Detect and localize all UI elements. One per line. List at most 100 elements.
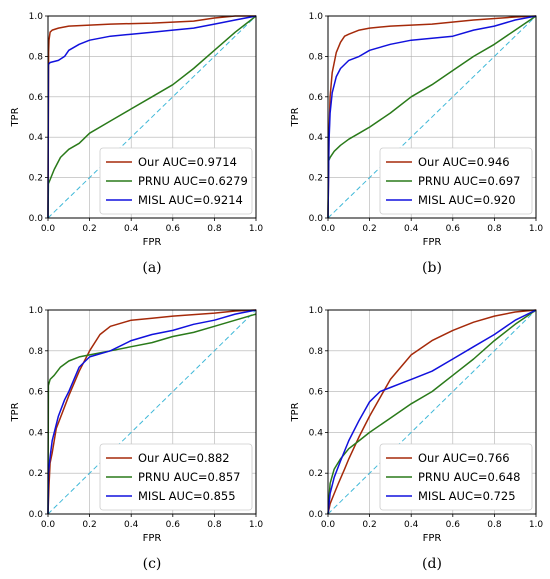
y-tick-label: 0.8 (309, 347, 324, 357)
legend-box (99, 443, 253, 511)
legend-box (379, 443, 533, 511)
y-tick-label: 1.0 (29, 306, 44, 316)
plot-frame (47, 15, 257, 219)
roc-curve-1 (327, 309, 537, 515)
y-tick-label: 1.0 (309, 306, 324, 316)
plot-frame (327, 15, 537, 219)
x-tick-label: 0.6 (446, 520, 461, 530)
legend: Our AUC=0.766 PRNU AUC=0.648 MISL AUC=0.72… (379, 443, 533, 511)
y-tick-label: 0.0 (309, 214, 324, 224)
legend-box (379, 147, 533, 215)
subfigure-caption: (d) (422, 556, 442, 572)
x-axis-label: FPR (423, 237, 442, 248)
y-tick-label: 0.8 (29, 347, 44, 357)
legend: Our AUC=0.946 PRNU AUC=0.697 MISL AUC=0.92… (379, 147, 533, 215)
x-tick-label: 0.8 (487, 520, 502, 530)
legend: Our AUC=0.882 PRNU AUC=0.857 MISL AUC=0.85… (99, 443, 253, 511)
y-axis-label: TPR (10, 402, 21, 422)
y-tick-label: 0.0 (309, 510, 324, 520)
y-tick-label: 0.2 (29, 469, 43, 479)
roc-curve-3 (47, 309, 257, 515)
legend-label: PRNU AUC=0.857 (138, 470, 240, 484)
y-tick-label: 0.2 (309, 174, 323, 184)
x-tick-label: 0.8 (207, 224, 222, 234)
chance-diagonal-line (327, 309, 537, 515)
subfigure-caption: (c) (143, 556, 162, 572)
y-tick-label: 0.4 (29, 133, 44, 143)
legend-label: MISL AUC=0.920 (418, 193, 516, 207)
y-tick-label: 0.0 (29, 510, 44, 520)
roc-curve-3 (47, 15, 257, 219)
roc-curve-2 (327, 15, 537, 219)
y-axis-label: TPR (290, 107, 301, 127)
y-tick-label: 0.0 (29, 214, 44, 224)
x-axis-label: FPR (423, 533, 442, 544)
chance-diagonal-line (327, 15, 537, 219)
legend-label: PRNU AUC=0.648 (418, 470, 520, 484)
x-axis-label: FPR (143, 533, 162, 544)
x-tick-label: 1.0 (529, 224, 544, 234)
roc-curve-2 (47, 15, 257, 219)
y-tick-label: 0.6 (309, 388, 324, 398)
x-tick-label: 0.8 (487, 224, 502, 234)
x-tick-label: 0.0 (321, 520, 336, 530)
x-tick-label: 0.6 (446, 224, 461, 234)
x-tick-label: 0.4 (404, 520, 419, 530)
legend-label: PRNU AUC=0.6279 (138, 174, 248, 188)
x-tick-label: 1.0 (249, 224, 264, 234)
subplot-a: 0.0 0.2 0.4 0.6 0.8 1.0 0.0 0.2 0.4 0.6 0.8 1.0 FPR T… (10, 12, 263, 276)
roc-curve-2 (47, 313, 257, 515)
plot-frame (327, 309, 537, 515)
x-tick-label: 1.0 (249, 520, 264, 530)
y-axis-label: TPR (290, 402, 301, 422)
legend-label: Our AUC=0.882 (138, 451, 230, 465)
legend-label: Our AUC=0.946 (418, 155, 510, 169)
legend-label: MISL AUC=0.9214 (138, 193, 243, 207)
x-tick-label: 0.0 (41, 224, 56, 234)
y-tick-label: 0.6 (29, 388, 44, 398)
roc-curve-3 (327, 309, 537, 515)
y-tick-label: 0.2 (309, 469, 323, 479)
legend-box (99, 147, 253, 215)
legend-label: MISL AUC=0.855 (138, 489, 236, 503)
x-tick-label: 0.2 (362, 520, 376, 530)
subfigure-caption: (b) (422, 260, 442, 276)
roc-curve-1 (327, 15, 537, 219)
y-tick-label: 0.4 (309, 133, 324, 143)
y-tick-label: 0.2 (29, 174, 43, 184)
legend-label: Our AUC=0.766 (418, 451, 510, 465)
y-tick-label: 0.6 (309, 93, 324, 103)
x-tick-label: 1.0 (529, 520, 544, 530)
x-tick-label: 0.6 (166, 520, 181, 530)
chance-diagonal-line (47, 309, 257, 515)
x-tick-label: 0.4 (124, 224, 139, 234)
x-axis-label: FPR (143, 237, 162, 248)
subplot-d: 0.0 0.2 0.4 0.6 0.8 1.0 0.0 0.2 0.4 0.6 0.8 1.0 FPR T… (290, 306, 543, 572)
x-tick-label: 0.0 (321, 224, 336, 234)
y-tick-label: 0.6 (29, 93, 44, 103)
x-tick-label: 0.6 (166, 224, 181, 234)
legend-label: MISL AUC=0.725 (418, 489, 516, 503)
plot-frame (47, 309, 257, 515)
x-tick-label: 0.4 (404, 224, 419, 234)
subplot-c: 0.0 0.2 0.4 0.6 0.8 1.0 0.0 0.2 0.4 0.6 0.8 1.0 FPR T… (10, 306, 263, 572)
y-tick-label: 0.4 (309, 428, 324, 438)
subplot-b: 0.0 0.2 0.4 0.6 0.8 1.0 0.0 0.2 0.4 0.6 0.8 1.0 FPR T… (290, 12, 543, 276)
legend-label: Our AUC=0.9714 (138, 155, 237, 169)
x-tick-label: 0.2 (362, 224, 376, 234)
y-tick-label: 1.0 (309, 12, 324, 22)
x-tick-label: 0.2 (82, 224, 96, 234)
y-tick-label: 1.0 (29, 12, 44, 22)
y-tick-label: 0.4 (29, 428, 44, 438)
x-tick-label: 0.8 (207, 520, 222, 530)
legend: Our AUC=0.9714 PRNU AUC=0.6279 MISL AUC=0.… (99, 147, 253, 215)
chance-diagonal-line (47, 15, 257, 219)
y-axis-label: TPR (10, 107, 21, 127)
legend-label: PRNU AUC=0.697 (418, 174, 520, 188)
roc-curve-3 (327, 15, 537, 219)
subfigure-caption: (a) (142, 260, 161, 276)
y-tick-label: 0.8 (29, 52, 44, 62)
x-tick-label: 0.0 (41, 520, 56, 530)
x-tick-label: 0.2 (82, 520, 96, 530)
